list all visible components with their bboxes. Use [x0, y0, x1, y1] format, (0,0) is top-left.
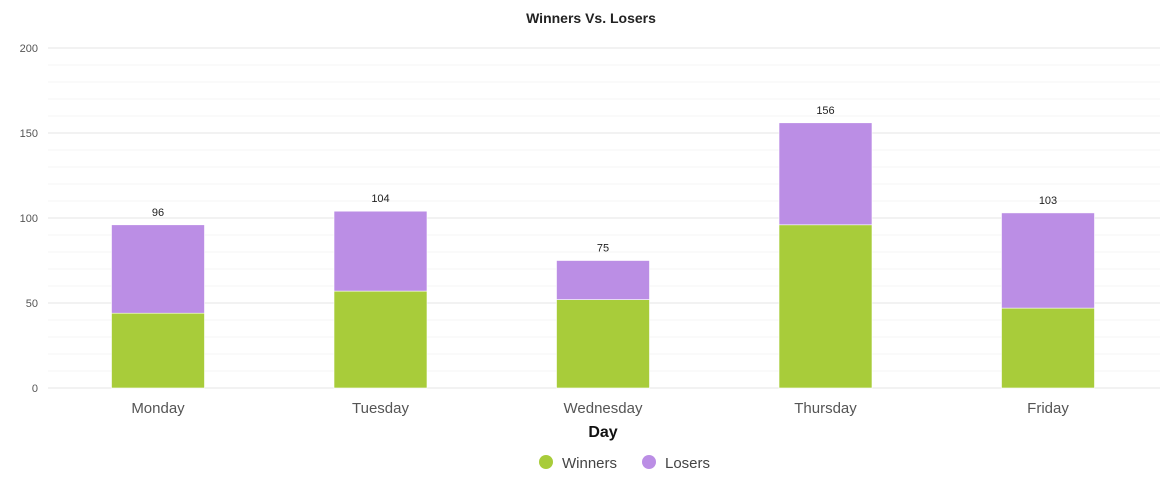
- bar-losers-monday: [111, 224, 205, 314]
- y-tick-label: 50: [26, 298, 38, 310]
- x-tick-label: Thursday: [794, 400, 857, 417]
- y-tick-label: 150: [20, 128, 38, 140]
- y-tick-label: 200: [20, 43, 38, 55]
- bar-total-label: 103: [1039, 195, 1057, 207]
- legend-marker: [539, 455, 553, 469]
- y-tick-label: 100: [20, 213, 38, 225]
- legend-marker: [642, 455, 656, 469]
- y-tick-label: 0: [32, 383, 38, 395]
- x-tick-label: Tuesday: [352, 400, 409, 417]
- bar-losers-wednesday: [556, 260, 650, 300]
- bar-losers-tuesday: [333, 210, 428, 292]
- x-tick-label: Wednesday: [564, 400, 643, 417]
- bar-total-label: 96: [152, 207, 164, 219]
- x-tick-label: Monday: [131, 400, 185, 417]
- bar-total-labels: 96 104 75 156 103: [152, 105, 1057, 255]
- x-axis-ticks: Monday Tuesday Wednesday Thursday Friday: [131, 400, 1069, 417]
- bar-total-label: 156: [816, 105, 834, 117]
- legend-label: Winners: [562, 455, 617, 472]
- bar-winners-friday: [1001, 307, 1095, 389]
- chart-title: Winners Vs. Losers: [526, 10, 656, 26]
- bar-losers-thursday: [778, 122, 873, 226]
- bar-total-label: 104: [371, 193, 389, 205]
- x-tick-label: Friday: [1027, 400, 1069, 417]
- legend: Winners Losers: [539, 455, 710, 472]
- bars: [111, 122, 1095, 389]
- y-axis-ticks: 0 50 100 150 200: [20, 43, 38, 395]
- bar-losers-friday: [1001, 212, 1095, 309]
- bar-total-label: 75: [597, 243, 609, 255]
- bar-winners-monday: [111, 312, 205, 389]
- legend-item-losers[interactable]: Losers: [642, 455, 710, 472]
- bar-winners-tuesday: [333, 290, 428, 389]
- legend-item-winners[interactable]: Winners: [539, 455, 617, 472]
- x-axis-label: Day: [588, 424, 617, 441]
- bar-winners-wednesday: [556, 299, 650, 389]
- legend-label: Losers: [665, 455, 710, 472]
- bar-winners-thursday: [778, 224, 873, 389]
- gridlines: [48, 47, 1160, 389]
